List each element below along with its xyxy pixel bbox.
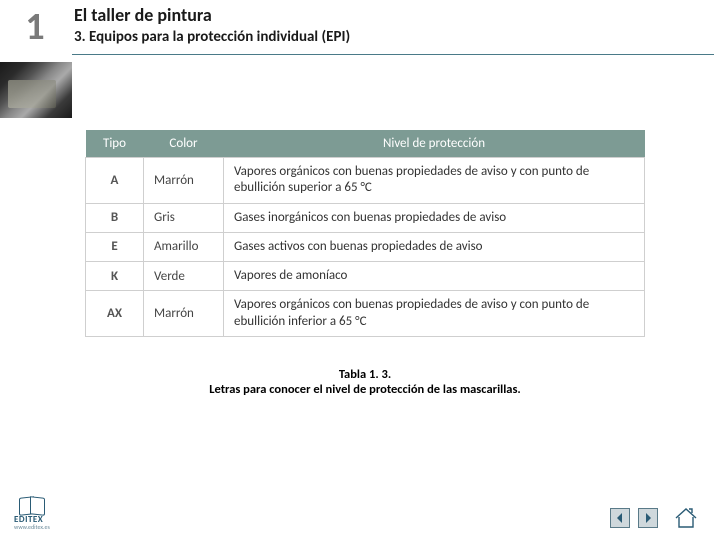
caption-text: Letras para conocer el nivel de protecci…: [85, 382, 645, 397]
nav-controls: [610, 506, 700, 530]
col-header-nivel: Nivel de protección: [224, 130, 645, 158]
cell-nivel: Gases inorgánicos con buenas propiedades…: [224, 203, 645, 232]
cell-nivel: Vapores orgánicos con buenas propiedades…: [224, 291, 645, 337]
main-content: Tipo Color Nivel de protección AMarrónVa…: [85, 130, 645, 397]
cell-tipo: K: [86, 262, 144, 291]
cell-nivel: Gases activos con buenas propiedades de …: [224, 232, 645, 261]
caption-title: Tabla 1. 3.: [85, 367, 645, 382]
title-block: El taller de pintura 3. Equipos para la …: [70, 0, 720, 54]
protection-table: Tipo Color Nivel de protección AMarrónVa…: [85, 130, 645, 337]
cell-nivel: Vapores de amoníaco: [224, 262, 645, 291]
slide-header: 1 El taller de pintura 3. Equipos para l…: [0, 0, 720, 54]
page-title: El taller de pintura: [74, 4, 720, 26]
cell-color: Gris: [144, 203, 224, 232]
cell-tipo: E: [86, 232, 144, 261]
table-row: KVerdeVapores de amoníaco: [86, 262, 645, 291]
chevron-right-icon: [643, 513, 653, 523]
cell-color: Amarillo: [144, 232, 224, 261]
table-caption: Tabla 1. 3. Letras para conocer el nivel…: [85, 367, 645, 397]
book-icon: [19, 497, 45, 513]
page-subtitle: 3. Equipos para la protección individual…: [74, 28, 720, 46]
logo-url: www.editex.es: [14, 524, 50, 530]
cell-color: Marrón: [144, 158, 224, 204]
chevron-left-icon: [615, 513, 625, 523]
col-header-color: Color: [144, 130, 224, 158]
table-row: AMarrónVapores orgánicos con buenas prop…: [86, 158, 645, 204]
cell-tipo: B: [86, 203, 144, 232]
prev-button[interactable]: [610, 508, 630, 528]
table-row: AXMarrónVapores orgánicos con buenas pro…: [86, 291, 645, 337]
cell-nivel: Vapores orgánicos con buenas propiedades…: [224, 158, 645, 204]
cell-color: Marrón: [144, 291, 224, 337]
header-divider: [72, 54, 714, 55]
home-button[interactable]: [672, 506, 700, 530]
col-header-tipo: Tipo: [86, 130, 144, 158]
publisher-logo: EDITEX www.editex.es: [14, 497, 50, 530]
table-row: BGrisGases inorgánicos con buenas propie…: [86, 203, 645, 232]
table-row: EAmarilloGases activos con buenas propie…: [86, 232, 645, 261]
cell-tipo: AX: [86, 291, 144, 337]
workshop-thumbnail: [0, 62, 72, 118]
cell-color: Verde: [144, 262, 224, 291]
next-button[interactable]: [638, 508, 658, 528]
cell-tipo: A: [86, 158, 144, 204]
unit-number: 1: [0, 0, 70, 54]
home-icon: [673, 506, 699, 530]
